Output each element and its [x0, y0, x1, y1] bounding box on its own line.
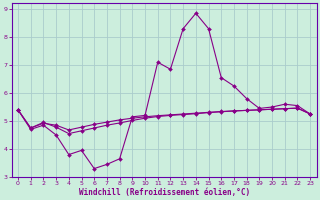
X-axis label: Windchill (Refroidissement éolien,°C): Windchill (Refroidissement éolien,°C) [78, 188, 250, 197]
